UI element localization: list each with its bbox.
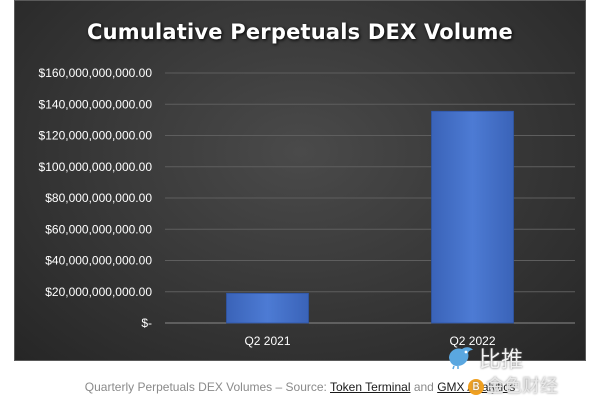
- bird-logo-icon: [449, 347, 473, 370]
- y-tick-label: $120,000,000,000.00: [39, 129, 153, 143]
- y-tick-label: $100,000,000,000.00: [39, 160, 153, 174]
- y-tick-label: $140,000,000,000.00: [39, 97, 153, 111]
- token-terminal-link[interactable]: Token Terminal: [330, 380, 411, 394]
- watermark-text-bitui: 比推: [479, 348, 524, 373]
- x-tick-label: Q2 2022: [449, 334, 495, 348]
- x-tick-label: Q2 2021: [244, 334, 290, 348]
- x-axis-ticks: Q2 2021 Q2 2022: [244, 334, 495, 348]
- bar-q2-2021: [226, 292, 309, 324]
- y-tick-label: $40,000,000,000.00: [45, 254, 152, 268]
- y-tick-label: $60,000,000,000.00: [45, 222, 152, 236]
- y-tick-label: $-: [141, 316, 152, 330]
- watermark-text-jinse: B 金色财经: [468, 372, 558, 398]
- bar-chart: $- $20,000,000,000.00 $40,000,000,000.00 $6…: [39, 66, 575, 348]
- bars: [226, 110, 514, 324]
- y-tick-label: $20,000,000,000.00: [45, 285, 152, 299]
- caption-prefix: Quarterly Perpetuals DEX Volumes – Sourc…: [84, 380, 330, 394]
- chart-title: Cumulative Perpetuals DEX Volume: [87, 20, 513, 44]
- y-axis-ticks: $- $20,000,000,000.00 $40,000,000,000.00 $6…: [39, 66, 153, 330]
- watermark-text-jinse-label: 金色财经: [486, 376, 558, 397]
- y-tick-label: $80,000,000,000.00: [45, 191, 152, 205]
- watermark: 比推 B 金色财经: [446, 342, 596, 400]
- coin-icon: B: [468, 379, 484, 395]
- y-tick-label: $160,000,000,000.00: [39, 66, 153, 80]
- caption-middle: and: [410, 380, 438, 394]
- bar-q2-2022: [431, 110, 514, 324]
